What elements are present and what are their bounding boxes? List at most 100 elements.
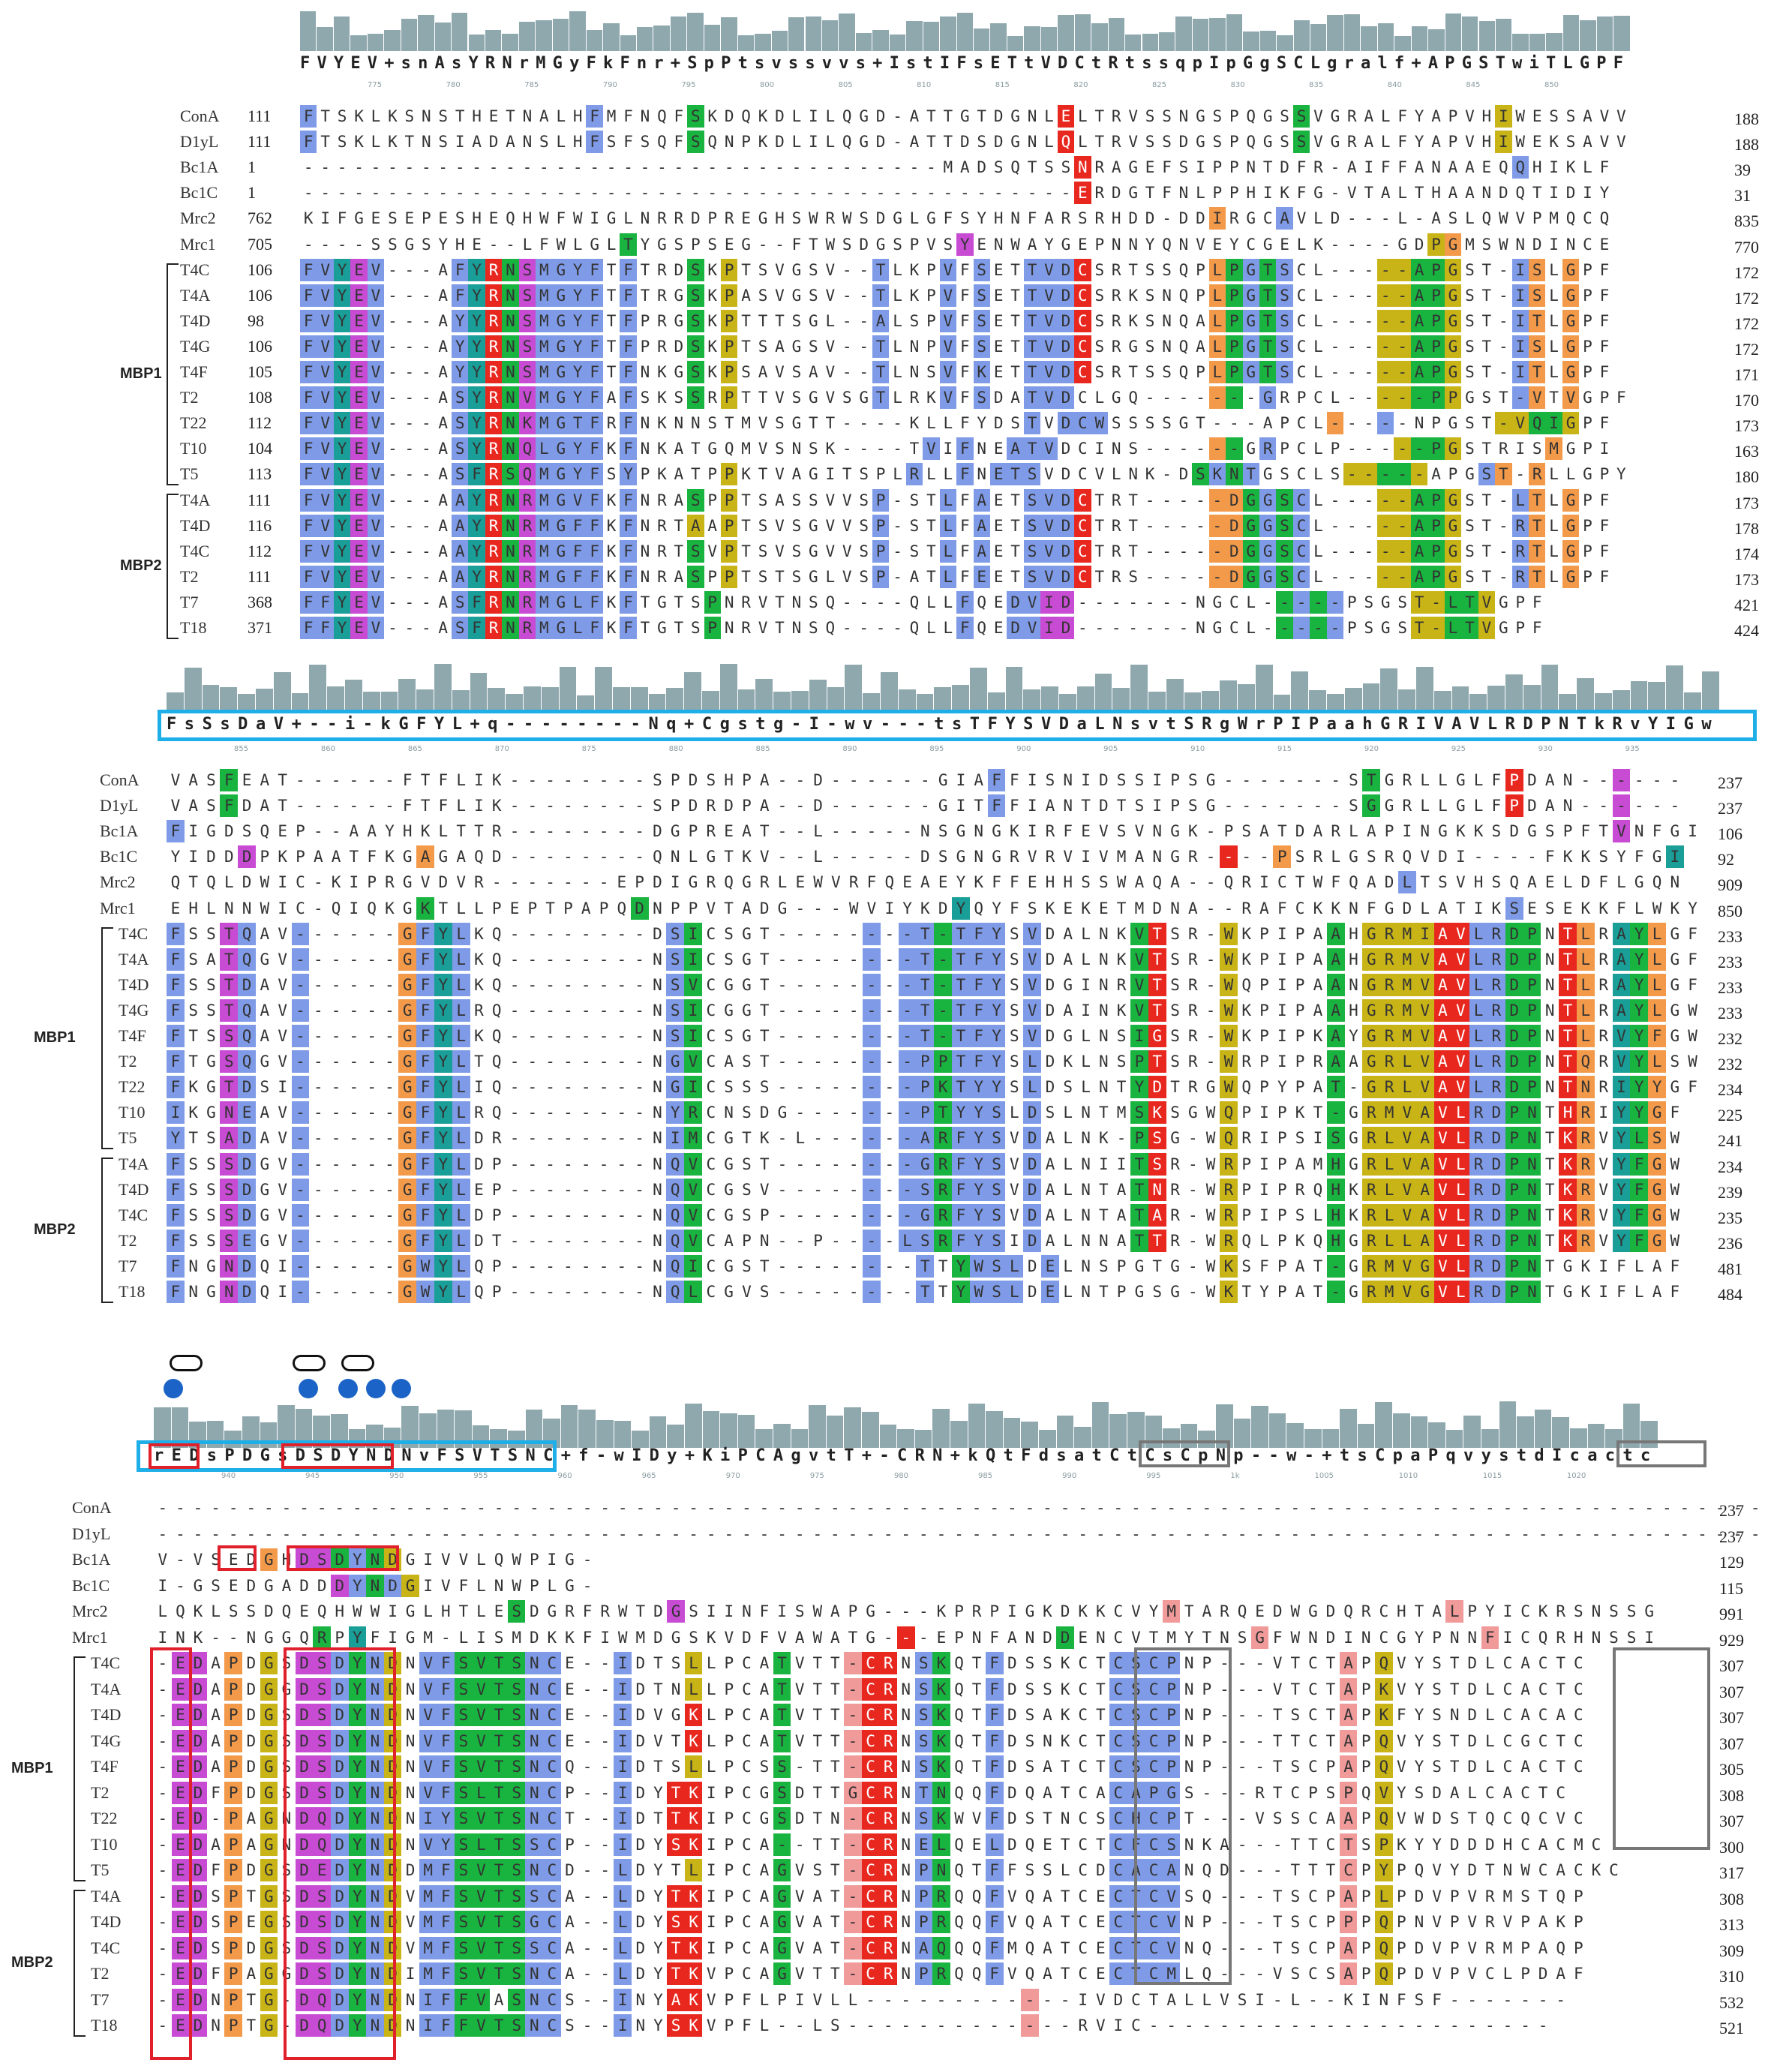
residue: - (893, 516, 902, 535)
residue: S (188, 950, 199, 968)
residue: G (1063, 975, 1073, 994)
residue: - (1326, 1281, 1345, 1303)
residue: S (1162, 363, 1172, 381)
residue: I (1152, 797, 1163, 815)
residue: Q (317, 1602, 327, 1620)
residue: N (1544, 924, 1555, 943)
residue: V (317, 437, 334, 461)
residue: L (791, 107, 802, 125)
residue: - (1237, 1706, 1247, 1724)
residue: S (842, 389, 852, 407)
residue: T (490, 1755, 508, 1778)
conservation-bar (1380, 668, 1398, 713)
residue: - (813, 950, 823, 968)
group-label: MBP1 (120, 365, 162, 382)
conservation-bar (596, 1419, 614, 1448)
conservation-bar (788, 17, 805, 51)
residue: L (1648, 947, 1666, 971)
residue: T (741, 542, 751, 560)
residue: K (932, 1755, 950, 1778)
residue: A (1410, 335, 1428, 358)
residue: L (452, 947, 470, 971)
position-tick: 940 (221, 1472, 236, 1480)
residue: A (759, 797, 770, 815)
residue: S (758, 516, 768, 535)
residue: D (920, 848, 930, 866)
residue: T (1148, 998, 1166, 1022)
residue: - (509, 822, 520, 841)
residue: D (238, 845, 256, 869)
residue: - (795, 771, 806, 789)
residue: D (653, 924, 662, 943)
residue: S (1290, 1706, 1301, 1724)
residue: N (724, 593, 734, 611)
residue: A (1347, 158, 1357, 177)
residue: V (831, 873, 841, 892)
residue: A (349, 822, 359, 841)
residue: D (635, 1731, 646, 1750)
residue: A (1410, 539, 1428, 563)
residue: - (893, 440, 902, 458)
residue: R (1045, 848, 1055, 866)
residue: P (1583, 414, 1592, 433)
residue: - (291, 1254, 310, 1278)
residue: - (1467, 1524, 1478, 1543)
residue: Q (1599, 209, 1610, 228)
residue: I (1455, 848, 1466, 866)
residue: S (1549, 107, 1559, 125)
residue: Y (969, 1101, 988, 1125)
residue: T (938, 1257, 948, 1275)
residue: S (687, 105, 704, 128)
conservation-bar (1130, 664, 1148, 713)
end-position: 300 (1719, 1837, 1744, 1857)
residue: N (405, 1809, 416, 1827)
residue: - (563, 1129, 573, 1148)
residue: C (861, 1781, 880, 1804)
residue: K (1598, 899, 1608, 917)
residue: G (1170, 848, 1180, 866)
residue: K (1455, 822, 1466, 841)
residue: P (1202, 1654, 1212, 1672)
residue: A (759, 1731, 770, 1750)
residue: N (494, 1576, 504, 1595)
residue: - (1308, 1524, 1318, 1543)
residue: Y (969, 1178, 988, 1201)
residue: E (350, 335, 368, 358)
residue: E (993, 542, 1004, 560)
residue: N (242, 899, 252, 917)
residue: Y (167, 1127, 185, 1150)
conservation-bar (1125, 35, 1142, 51)
residue: - (902, 822, 912, 841)
end-position: 237 (1718, 799, 1742, 818)
residue: - (335, 1499, 345, 1517)
residue: N (1010, 209, 1020, 228)
residue: - (1331, 797, 1341, 815)
residue: N (405, 1758, 416, 1776)
residue: - (385, 1001, 395, 1019)
residue: V (367, 617, 385, 639)
residue: C (1078, 440, 1088, 458)
residue: P (707, 491, 718, 509)
residue: Y (1148, 1602, 1159, 1620)
residue: L (452, 922, 470, 945)
residue: F (1481, 1626, 1499, 1649)
residue: - (193, 1499, 203, 1517)
residue: H (522, 209, 533, 228)
residue: - (228, 1499, 239, 1517)
residue: S (388, 209, 398, 228)
residue: N (1184, 1835, 1194, 1854)
residue: G (1330, 133, 1340, 152)
residue: S (1465, 440, 1475, 458)
residue: S (1145, 133, 1155, 152)
residue: L (1208, 361, 1226, 383)
residue: Q (1241, 975, 1252, 994)
residue: - (581, 848, 591, 866)
residue: - (1078, 1524, 1088, 1543)
residue: T (1010, 286, 1020, 305)
residue: - (863, 1050, 881, 1074)
residue: N (1634, 822, 1644, 841)
residue: D (206, 848, 216, 866)
residue: V (971, 1809, 982, 1827)
residue: S (438, 133, 449, 152)
conservation-bar (970, 667, 987, 713)
